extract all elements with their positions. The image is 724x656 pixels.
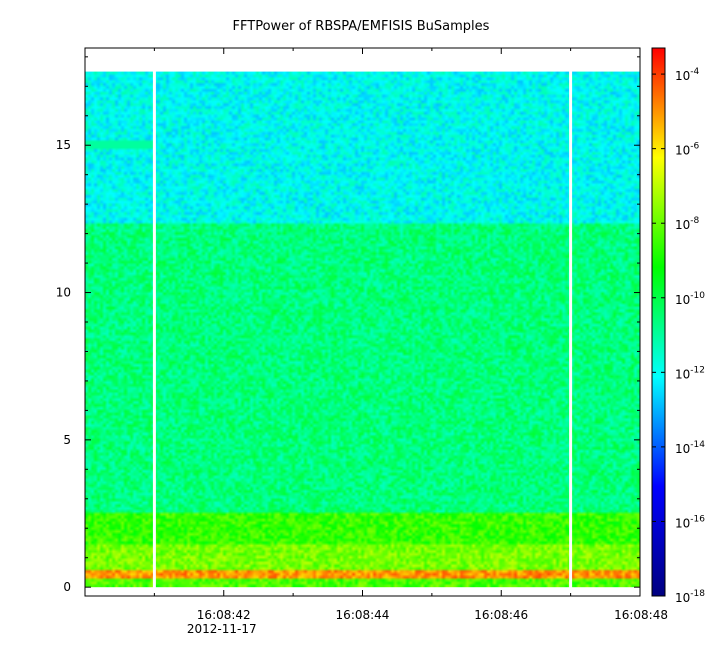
- y-axis: 0 5 10 15: [56, 56, 640, 594]
- x-tick-label: 16:08:48: [614, 608, 668, 622]
- colorbar-tick-label: 10-16: [675, 514, 705, 530]
- data-gap-0: [152, 70, 156, 589]
- colorbar-tick-label: 10-4: [675, 67, 700, 83]
- colorbar-ticks: 10-4 10-6 10-8 10-10 10-12 10-14 10-16 10-18: [652, 67, 705, 605]
- spectrogram-plot-area: [84, 47, 641, 597]
- y-tick-label: 15: [56, 138, 71, 152]
- colorbar-tick-label: 10-18: [675, 589, 705, 605]
- x-tick-label: 16:08:42: [197, 608, 251, 622]
- spectrogram-heatmap: [85, 71, 640, 588]
- colorbar-tick-label: 10-10: [675, 291, 705, 307]
- chart-title: FFTPower of RBSPA/EMFISIS BuSamples: [233, 19, 490, 34]
- colorbar-tick-label: 10-14: [675, 440, 705, 456]
- y-tick-label: 5: [63, 433, 71, 447]
- data-gap-1: [569, 70, 573, 589]
- x-tick-label: 16:08:44: [336, 608, 390, 622]
- y-tick-label: 10: [56, 286, 71, 300]
- colorbar-tick-label: 10-8: [675, 216, 700, 232]
- colorbar: 10-4 10-6 10-8 10-10 10-12 10-14 10-16 10-18: [651, 47, 705, 605]
- colorbar-tick-label: 10-6: [675, 142, 700, 158]
- x-tick-label: 16:08:46: [474, 608, 528, 622]
- colorbar-strip: [651, 47, 666, 597]
- colorbar-tick-label: 10-12: [675, 365, 705, 381]
- x-date-label: 2012-11-17: [187, 622, 257, 636]
- data-gaps: [152, 70, 573, 589]
- y-tick-label: 0: [63, 580, 71, 594]
